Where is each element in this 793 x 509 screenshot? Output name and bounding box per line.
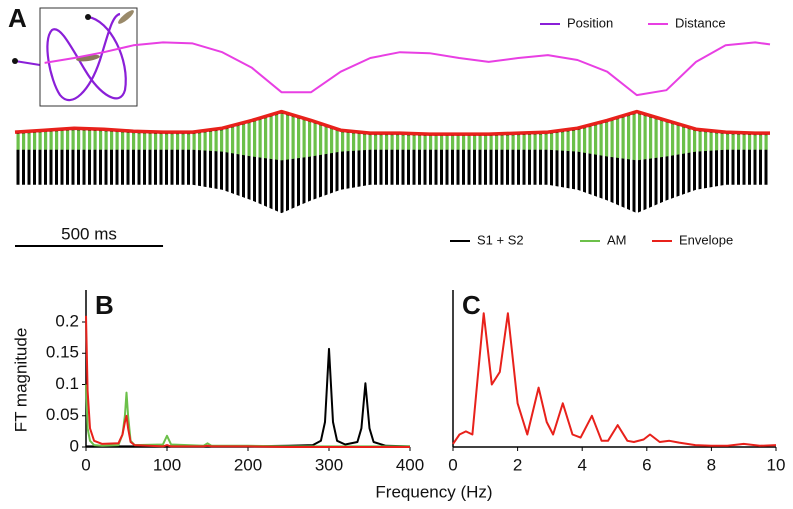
legend-label: AM bbox=[607, 232, 627, 247]
x-axis-label: Frequency (Hz) bbox=[375, 482, 492, 501]
y-tick-label: 0.05 bbox=[46, 405, 79, 424]
x-tick-label: 100 bbox=[153, 455, 181, 474]
spectrum-line bbox=[85, 384, 410, 448]
y-tick-label: 0.2 bbox=[55, 311, 79, 330]
legend-label: Distance bbox=[675, 15, 726, 30]
signal-line bbox=[14, 109, 770, 136]
x-tick-label: 0 bbox=[81, 455, 90, 474]
panel-label: C bbox=[462, 290, 481, 320]
panel-label: B bbox=[95, 290, 114, 320]
x-tick-label: 400 bbox=[396, 455, 424, 474]
x-tick-label: 4 bbox=[577, 455, 586, 474]
x-tick-label: 0 bbox=[448, 455, 457, 474]
x-tick-label: 8 bbox=[707, 455, 716, 474]
legend-label: Position bbox=[567, 15, 613, 30]
signal-line bbox=[44, 41, 771, 97]
legend-label: Envelope bbox=[679, 232, 733, 247]
spectrum-line bbox=[86, 347, 411, 448]
x-tick-label: 10 bbox=[767, 455, 786, 474]
y-tick-label: 0.15 bbox=[46, 343, 79, 362]
y-tick-label: 0.1 bbox=[55, 374, 79, 393]
spectrum-line bbox=[452, 312, 777, 447]
y-axis-label: FT magnitude bbox=[11, 328, 30, 433]
x-tick-label: 200 bbox=[234, 455, 262, 474]
x-tick-label: 6 bbox=[642, 455, 651, 474]
x-tick-label: 300 bbox=[315, 455, 343, 474]
legend-label: S1 + S2 bbox=[477, 232, 524, 247]
scale-bar-label: 500 ms bbox=[61, 224, 117, 243]
x-tick-label: 2 bbox=[513, 455, 522, 474]
panel-label: A bbox=[8, 3, 27, 33]
spectrum-line bbox=[85, 315, 410, 448]
signal-band bbox=[15, 113, 770, 161]
y-tick-label: 0 bbox=[70, 436, 79, 455]
